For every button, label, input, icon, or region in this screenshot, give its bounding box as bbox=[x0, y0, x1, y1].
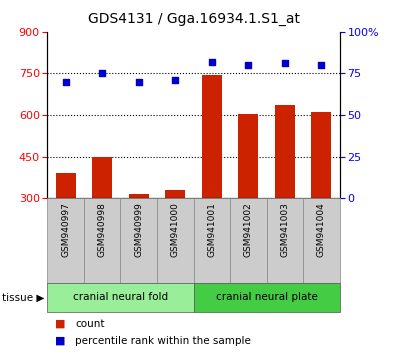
Text: GSM940998: GSM940998 bbox=[98, 202, 107, 257]
Point bbox=[62, 79, 69, 85]
Bar bbox=[56, 173, 76, 198]
Bar bbox=[275, 105, 295, 198]
Bar bbox=[47, 283, 194, 312]
Point bbox=[282, 61, 288, 66]
Text: GSM940997: GSM940997 bbox=[61, 202, 70, 257]
Point bbox=[318, 62, 325, 68]
Text: GSM941004: GSM941004 bbox=[317, 202, 326, 257]
Bar bbox=[238, 114, 258, 198]
Bar bbox=[120, 198, 157, 283]
Bar bbox=[92, 156, 112, 198]
Point bbox=[245, 62, 252, 68]
Text: GSM941000: GSM941000 bbox=[171, 202, 180, 257]
Bar bbox=[47, 198, 84, 283]
Bar bbox=[157, 198, 194, 283]
Bar bbox=[311, 112, 331, 198]
Text: cranial neural plate: cranial neural plate bbox=[216, 292, 318, 302]
Text: GDS4131 / Gga.16934.1.S1_at: GDS4131 / Gga.16934.1.S1_at bbox=[88, 12, 299, 27]
Text: GSM941003: GSM941003 bbox=[280, 202, 290, 257]
Text: GSM941002: GSM941002 bbox=[244, 202, 253, 257]
Text: count: count bbox=[75, 319, 105, 329]
Bar bbox=[202, 75, 222, 198]
Bar bbox=[267, 198, 303, 283]
Bar bbox=[84, 198, 120, 283]
Text: ■: ■ bbox=[55, 319, 66, 329]
Bar bbox=[194, 283, 340, 312]
Bar bbox=[230, 198, 267, 283]
Bar bbox=[129, 194, 149, 198]
Bar bbox=[194, 198, 230, 283]
Bar bbox=[165, 190, 185, 198]
Text: tissue ▶: tissue ▶ bbox=[2, 292, 44, 302]
Text: GSM941001: GSM941001 bbox=[207, 202, 216, 257]
Point bbox=[135, 79, 142, 85]
Point bbox=[99, 71, 105, 76]
Bar bbox=[303, 198, 340, 283]
Text: cranial neural fold: cranial neural fold bbox=[73, 292, 168, 302]
Text: percentile rank within the sample: percentile rank within the sample bbox=[75, 336, 251, 346]
Text: GSM940999: GSM940999 bbox=[134, 202, 143, 257]
Text: ■: ■ bbox=[55, 336, 66, 346]
Point bbox=[172, 77, 179, 83]
Point bbox=[209, 59, 215, 65]
